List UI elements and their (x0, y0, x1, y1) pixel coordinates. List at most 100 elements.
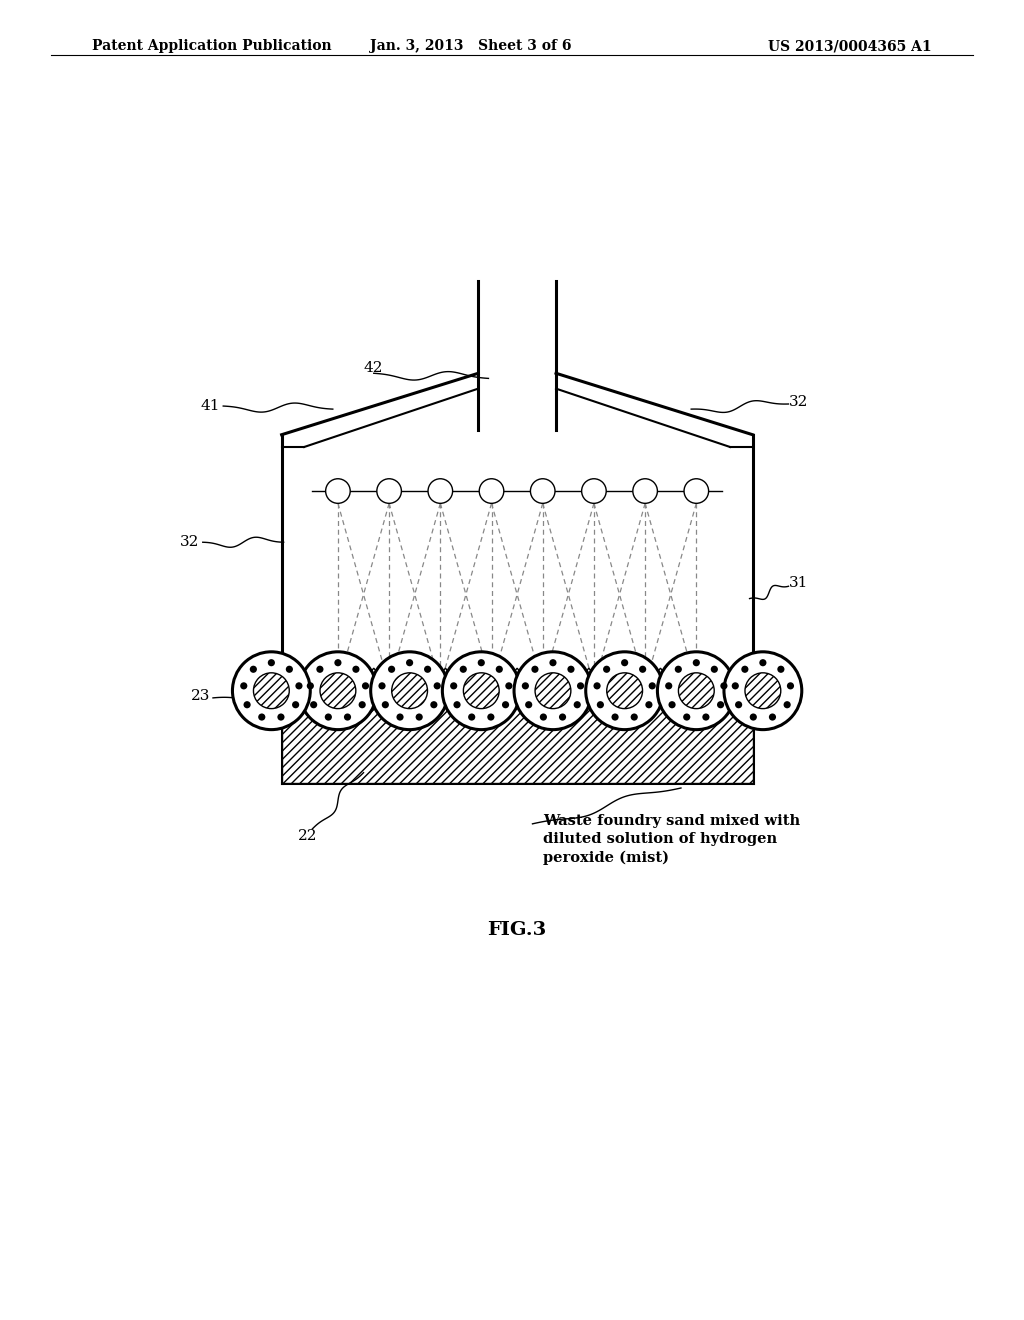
Circle shape (379, 682, 386, 689)
Text: 23: 23 (190, 689, 210, 702)
Text: 41: 41 (201, 399, 220, 413)
Text: Waste foundry sand mixed with
diluted solution of hydrogen
peroxide (mist): Waste foundry sand mixed with diluted so… (543, 813, 800, 865)
Circle shape (428, 479, 453, 503)
Circle shape (424, 665, 431, 673)
Circle shape (559, 714, 566, 721)
Circle shape (514, 652, 592, 730)
Text: 32: 32 (788, 395, 808, 409)
Circle shape (316, 665, 324, 673)
Polygon shape (638, 668, 683, 696)
Circle shape (573, 701, 581, 709)
Circle shape (732, 682, 739, 689)
Text: 42: 42 (364, 362, 383, 375)
Circle shape (326, 479, 350, 503)
Circle shape (344, 714, 351, 721)
Circle shape (567, 665, 574, 673)
Circle shape (299, 652, 377, 730)
Circle shape (430, 701, 437, 709)
Text: Patent Application Publication: Patent Application Publication (92, 40, 332, 53)
Circle shape (502, 701, 509, 709)
Circle shape (633, 479, 657, 503)
Circle shape (783, 701, 791, 709)
Circle shape (597, 701, 604, 709)
Circle shape (307, 682, 314, 689)
Circle shape (666, 682, 673, 689)
Circle shape (724, 652, 802, 730)
Circle shape (487, 714, 495, 721)
Circle shape (586, 652, 664, 730)
Circle shape (460, 665, 467, 673)
Circle shape (648, 682, 655, 689)
Circle shape (406, 659, 414, 667)
Circle shape (505, 682, 512, 689)
Circle shape (669, 701, 676, 709)
Circle shape (451, 682, 458, 689)
Circle shape (388, 665, 395, 673)
Polygon shape (351, 668, 396, 696)
Circle shape (675, 665, 682, 673)
Text: Jan. 3, 2013   Sheet 3 of 6: Jan. 3, 2013 Sheet 3 of 6 (371, 40, 571, 53)
Circle shape (522, 682, 529, 689)
Circle shape (702, 714, 710, 721)
Circle shape (760, 659, 766, 667)
Circle shape (358, 701, 366, 709)
Circle shape (371, 652, 449, 730)
Bar (282, 690, 753, 783)
Circle shape (631, 714, 638, 721)
Circle shape (711, 665, 718, 673)
Circle shape (582, 479, 606, 503)
Circle shape (741, 665, 749, 673)
Circle shape (603, 665, 610, 673)
Circle shape (594, 682, 601, 689)
Circle shape (479, 479, 504, 503)
Circle shape (530, 479, 555, 503)
Circle shape (607, 673, 642, 709)
Circle shape (639, 665, 646, 673)
Circle shape (325, 714, 332, 721)
Circle shape (621, 659, 628, 667)
Circle shape (750, 714, 757, 721)
Circle shape (531, 665, 539, 673)
Circle shape (611, 714, 618, 721)
Text: FIG.3: FIG.3 (487, 921, 547, 939)
Circle shape (692, 659, 699, 667)
Circle shape (717, 701, 724, 709)
Polygon shape (566, 668, 611, 696)
Circle shape (232, 652, 310, 730)
Circle shape (416, 714, 423, 721)
Circle shape (321, 673, 355, 709)
Circle shape (278, 714, 285, 721)
Polygon shape (423, 668, 468, 696)
Circle shape (396, 714, 403, 721)
Text: 31: 31 (788, 577, 808, 590)
Circle shape (657, 652, 735, 730)
Circle shape (433, 682, 440, 689)
Circle shape (540, 714, 547, 721)
Circle shape (258, 714, 265, 721)
Circle shape (352, 665, 359, 673)
Circle shape (679, 673, 714, 709)
Circle shape (392, 673, 427, 709)
Circle shape (684, 479, 709, 503)
Circle shape (268, 659, 274, 667)
Circle shape (735, 701, 742, 709)
Circle shape (454, 701, 461, 709)
Text: 32: 32 (180, 535, 200, 549)
Circle shape (442, 652, 520, 730)
Circle shape (786, 682, 794, 689)
Circle shape (377, 479, 401, 503)
Circle shape (549, 659, 556, 667)
Circle shape (382, 701, 389, 709)
Circle shape (250, 665, 257, 673)
Circle shape (769, 714, 776, 721)
Circle shape (745, 673, 780, 709)
Circle shape (361, 682, 369, 689)
Circle shape (577, 682, 584, 689)
Circle shape (536, 673, 570, 709)
Circle shape (477, 659, 485, 667)
Circle shape (496, 665, 503, 673)
Circle shape (310, 701, 317, 709)
Text: US 2013/0004365 A1: US 2013/0004365 A1 (768, 40, 932, 53)
Circle shape (777, 665, 784, 673)
Circle shape (244, 701, 251, 709)
